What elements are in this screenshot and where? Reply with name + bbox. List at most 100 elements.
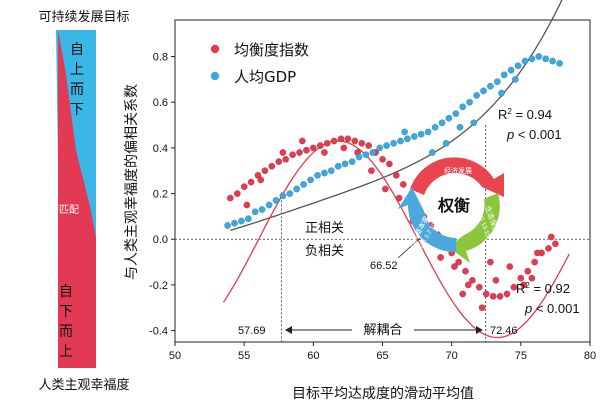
gdp-point bbox=[424, 128, 432, 136]
gdp-point bbox=[369, 149, 377, 156]
balance-point bbox=[261, 167, 269, 175]
gdp-point bbox=[410, 133, 418, 140]
balance-stats: R2 = 0.92 p < 0.001 bbox=[516, 281, 580, 316]
gdp-point bbox=[258, 206, 266, 213]
balance-r2-label: R bbox=[516, 281, 525, 296]
balance-point bbox=[506, 263, 514, 270]
gdp-stats: R2 = 0.94 p < 0.001 bbox=[498, 107, 562, 142]
gdp-point bbox=[265, 201, 273, 209]
balance-point bbox=[320, 149, 328, 156]
bottom-arrow-char-3: 而 bbox=[59, 324, 73, 340]
balance-point bbox=[464, 281, 472, 289]
balance-point bbox=[298, 137, 306, 145]
gdp-point bbox=[442, 139, 450, 147]
balance-point bbox=[531, 258, 539, 266]
cycle-top-label: 经济发展 bbox=[444, 166, 472, 175]
balance-p-label: p bbox=[524, 301, 532, 316]
x-tick-label: 60 bbox=[307, 350, 319, 362]
gdp-point bbox=[307, 176, 314, 184]
balance-point bbox=[309, 144, 317, 152]
gdp-r2-value: = 0.94 bbox=[512, 107, 552, 122]
cycle-center-label: 权衡 bbox=[437, 196, 470, 215]
gdp-point bbox=[514, 62, 522, 70]
axes: 50 55 60 65 70 75 80 -0.4 -0.2 0.0 0.2 0.4 0.6 0.8 bbox=[149, 52, 596, 362]
balance-point bbox=[492, 276, 500, 284]
gdp-point bbox=[383, 142, 390, 150]
balance-point bbox=[275, 158, 283, 166]
gdp-point bbox=[500, 71, 508, 79]
balance-r2: R2 = 0.92 bbox=[516, 281, 570, 296]
gdp-point bbox=[376, 144, 384, 152]
legend: 均衡度指数 人均GDP bbox=[210, 41, 309, 86]
x-tick-label: 55 bbox=[238, 350, 250, 362]
legend-item-balance: 均衡度指数 bbox=[210, 41, 309, 59]
balance-point bbox=[296, 149, 303, 156]
balance-point bbox=[496, 292, 504, 300]
gdp-r2-superscript: 2 bbox=[507, 107, 512, 116]
balance-point bbox=[247, 178, 255, 186]
gdp-point bbox=[445, 114, 453, 122]
gdp-point bbox=[237, 217, 245, 225]
balance-point bbox=[545, 244, 552, 252]
balance-point bbox=[226, 194, 234, 202]
gdp-point bbox=[224, 222, 232, 229]
gdp-point bbox=[528, 55, 536, 63]
gdp-point bbox=[272, 196, 280, 204]
x-tick-label: 80 bbox=[584, 350, 596, 362]
gdp-point bbox=[279, 192, 287, 200]
balance-point bbox=[534, 249, 541, 257]
gdp-point bbox=[542, 55, 550, 63]
y-tick-label: 0.8 bbox=[153, 52, 168, 64]
bottom-arrow-char-2: 下 bbox=[59, 304, 73, 320]
decoupling-arrowhead-left bbox=[285, 326, 292, 334]
bottom-up-band bbox=[58, 30, 96, 368]
balance-point bbox=[316, 142, 324, 150]
gdp-r2-label: R bbox=[498, 107, 507, 122]
balance-point bbox=[547, 233, 555, 241]
gdp-point bbox=[244, 215, 252, 223]
cycle-segment-needs bbox=[398, 187, 456, 253]
balance-point bbox=[503, 290, 511, 298]
gdp-point bbox=[470, 119, 478, 127]
peak-pointer bbox=[397, 237, 421, 259]
cycle-segment-ecology bbox=[448, 193, 500, 263]
balance-point bbox=[279, 149, 287, 156]
gdp-point bbox=[231, 219, 238, 227]
top-arrow-char-3: 而 bbox=[70, 82, 84, 98]
gdp-point bbox=[390, 139, 397, 147]
cycle-top-sdg: SDG 8 9 bbox=[446, 178, 470, 184]
gdp-point bbox=[327, 167, 335, 175]
balance-point bbox=[482, 290, 490, 298]
tradeoff-cycle: 权衡 经济发展 SDG 8 9 生态保护 SDG 13-15 人类基本需求 SD… bbox=[398, 157, 504, 263]
gdp-point bbox=[300, 180, 307, 188]
balance-point bbox=[358, 139, 366, 147]
positive-correlation-label: 正相关 bbox=[305, 221, 344, 236]
balance-point bbox=[351, 137, 359, 145]
top-arrow-char-2: 上 bbox=[70, 62, 84, 78]
y-tick-label: -0.2 bbox=[149, 280, 168, 292]
legend-label-gdp: 人均GDP bbox=[234, 68, 296, 86]
y-tick-label: 0.0 bbox=[153, 234, 168, 246]
balance-r2-value: = 0.92 bbox=[530, 281, 570, 296]
balance-point bbox=[302, 146, 310, 154]
balance-point bbox=[468, 276, 476, 284]
gdp-point bbox=[473, 92, 480, 99]
gdp-point bbox=[362, 151, 370, 159]
gdp-point bbox=[320, 169, 328, 177]
legend-marker-balance bbox=[210, 44, 220, 54]
balance-point bbox=[437, 254, 444, 261]
balance-point bbox=[344, 135, 352, 143]
gdp-point bbox=[286, 190, 294, 198]
balance-point bbox=[257, 176, 265, 184]
gdp-point bbox=[293, 185, 301, 193]
balance-point bbox=[243, 201, 251, 209]
top-down-arrow-text: 自 上 而 下 bbox=[70, 42, 84, 118]
gdp-point bbox=[459, 103, 467, 111]
balance-r2-superscript: 2 bbox=[525, 281, 530, 290]
balance-point bbox=[395, 194, 403, 202]
bottom-arrow-char-4: 上 bbox=[59, 344, 73, 360]
left-panel: 可持续发展目标 人类主观幸福度 自 上 而 下 自 下 而 上 不匹配 bbox=[38, 9, 129, 393]
legend-item-gdp: 人均GDP bbox=[210, 68, 296, 86]
x-tick-label: 70 bbox=[446, 350, 458, 362]
